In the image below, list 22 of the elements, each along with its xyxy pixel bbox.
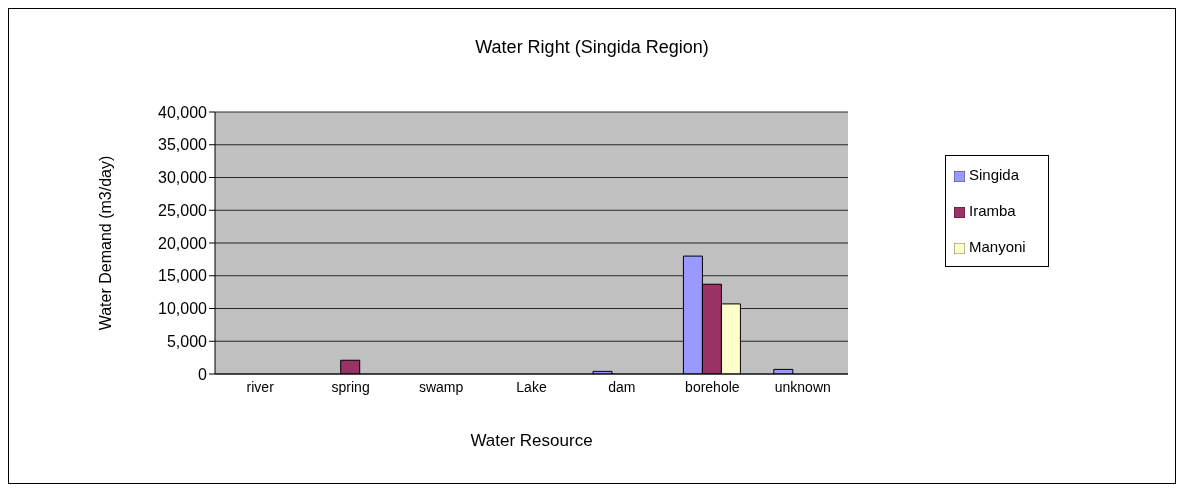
- y-tick-label: 40,000: [158, 103, 208, 121]
- y-tick-label: 25,000: [158, 201, 208, 219]
- legend-label: Iramba: [969, 202, 1016, 219]
- legend-label: Manyoni: [969, 238, 1026, 255]
- x-tick-label: unknown: [774, 378, 831, 395]
- y-tick-label: 5,000: [166, 332, 208, 350]
- y-tick-label: 10,000: [158, 300, 208, 318]
- legend-label: Singida: [969, 166, 1020, 183]
- x-tick-label: swamp: [418, 378, 464, 395]
- x-tick-label: river: [246, 378, 275, 395]
- x-tick-label: spring: [331, 378, 370, 395]
- x-tick-label: dam: [608, 378, 636, 395]
- y-tick-label: 0: [198, 365, 208, 383]
- x-tick-label: Lake: [516, 378, 547, 395]
- y-tick-label: 30,000: [158, 169, 208, 187]
- chart-title: Water Right (Singida Region): [474, 37, 710, 58]
- y-tick-label: 20,000: [158, 234, 208, 252]
- x-tick-label: borehole: [685, 378, 740, 395]
- y-axis-title: Water Demand (m3/day): [96, 155, 114, 331]
- x-axis-title: Water Resource: [470, 431, 593, 450]
- y-tick-label: 35,000: [158, 136, 208, 154]
- y-tick-label: 15,000: [158, 267, 208, 285]
